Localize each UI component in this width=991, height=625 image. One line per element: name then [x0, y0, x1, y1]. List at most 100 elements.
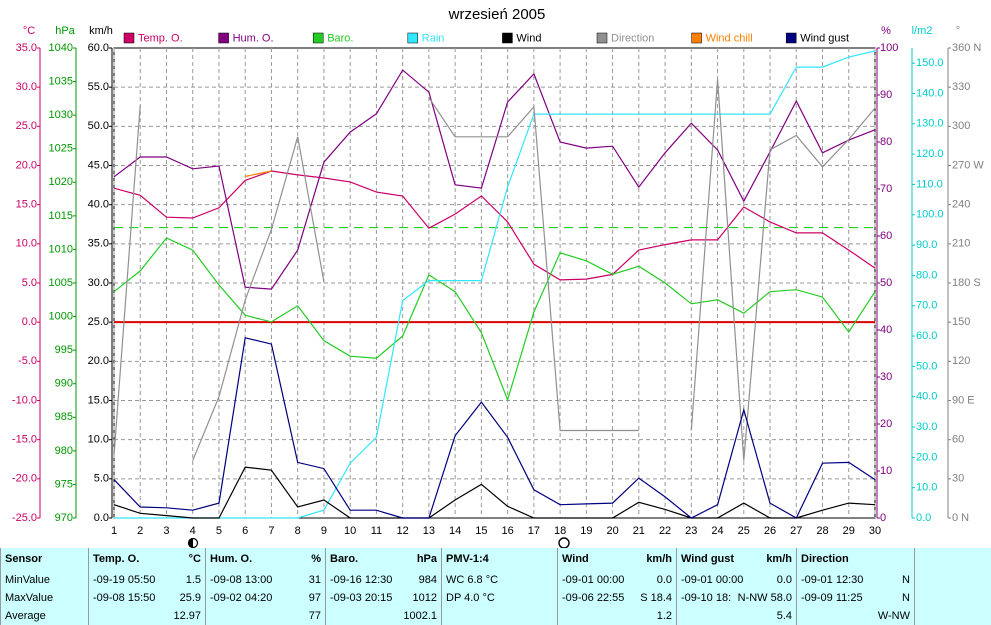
- x-tick-label: 26: [764, 525, 776, 537]
- cell-right: 25.9: [179, 591, 201, 604]
- cell-right: N: [902, 591, 910, 604]
- cell-left: -09-01 00:00: [562, 573, 625, 586]
- legend-label: Hum. O.: [233, 32, 274, 44]
- y-tick-label: 120.0: [916, 148, 944, 160]
- y-tick-label: 150.0: [916, 57, 944, 69]
- cell-left: -09-10 18:: [681, 591, 732, 604]
- table-cell: -09-16 12:30 984: [325, 570, 442, 589]
- y-tick-label: 90: [880, 89, 892, 101]
- y-tick-label: 140.0: [916, 87, 944, 99]
- cell-left: MinValue: [5, 573, 51, 586]
- cell-left: Direction: [801, 553, 849, 566]
- chart: wrzesień 2005 1 2 3 4 5 6 7 8 9 10 11 12 13 14 15 16 17 1…: [12, 6, 984, 548]
- moon-icon: [187, 537, 199, 548]
- series-line: [113, 337, 876, 519]
- y-tick-label: 1015: [49, 210, 73, 222]
- y-tick-label: 90 E: [952, 394, 975, 406]
- y-tick-label: 40.0: [916, 391, 937, 403]
- y-tick-label: 5.0: [22, 277, 37, 289]
- cell-right: 77: [308, 609, 321, 622]
- table-cell: -09-09 11:25 N: [796, 588, 915, 607]
- cell-content: -09-19 05:50 1.5: [93, 572, 201, 588]
- cell-content: 1.2: [562, 608, 672, 624]
- y-tick-label: 20: [880, 418, 892, 430]
- legend-swatch: [407, 32, 419, 44]
- series-line: [113, 79, 876, 461]
- y-tick-label: 330: [952, 81, 970, 93]
- legend-label: Wind: [516, 32, 541, 44]
- y-tick-label: 90.0: [916, 239, 937, 251]
- cell-content: -09-08 13:00 31: [210, 572, 321, 588]
- x-tick-label: 11: [371, 525, 382, 537]
- y-tick-label: 35.0: [16, 42, 37, 54]
- x-tick-label: 15: [475, 525, 487, 537]
- x-tick-label: 30: [869, 525, 881, 537]
- cell-content: -09-08 15:50 25.9: [93, 590, 201, 606]
- y-tick-label: 1040: [49, 42, 73, 54]
- y-tick-label: 10.0: [16, 238, 37, 250]
- cell-left: PMV-1:4: [446, 553, 489, 566]
- y-tick-label: 360 N: [952, 42, 981, 54]
- y-tick-label: 995: [55, 344, 73, 356]
- cell-right: 0.0: [656, 573, 672, 586]
- table-cell: WC 6.8 °C: [441, 570, 558, 589]
- cell-left: -09-16 12:30: [330, 573, 393, 586]
- table-cell: [914, 588, 991, 607]
- cell-left: Temp. O.: [93, 553, 140, 566]
- legend-label: Rain: [422, 32, 445, 44]
- moon-icon: [558, 537, 570, 548]
- y-tick-label: 130.0: [916, 118, 944, 130]
- y-tick-label: 60.0: [916, 330, 937, 342]
- y-tick-label: 100: [880, 42, 898, 54]
- cell-content: Temp. O. °C: [93, 551, 201, 567]
- y-tick-label: 1020: [49, 176, 73, 188]
- table-cell: Wind km/h: [557, 548, 677, 571]
- y-tick-label: 0: [880, 512, 886, 524]
- table-body: Sensor Temp. O. °C Hum. O.% Baro. hPa PMV-1:4 W…: [0, 548, 991, 625]
- y-tick-label: 30: [952, 473, 964, 485]
- y-tick-label: 300: [952, 120, 970, 132]
- table-cell: Temp. O. °C: [88, 548, 206, 571]
- y-tick-label: 10.0: [916, 482, 937, 494]
- y-tick-label: -25.0: [12, 512, 37, 524]
- cell-left: Baro.: [330, 553, 359, 566]
- y-tick-label: 270 W: [952, 159, 984, 171]
- y-tick-label: 0 N: [952, 512, 969, 524]
- y-tick-label: -5.0: [18, 355, 37, 367]
- table-cell: MinValue: [0, 570, 89, 589]
- x-tick-label: 23: [685, 525, 697, 537]
- x-tick-label: 8: [295, 525, 301, 537]
- cell-content: Direction: [801, 551, 910, 567]
- legend-swatch: [218, 32, 229, 44]
- table-cell: DP 4.0 °C: [441, 588, 558, 607]
- legend-swatch: [312, 32, 324, 44]
- table-cell: Hum. O.%: [205, 548, 326, 571]
- cell-content: -09-03 20:15 1012: [330, 590, 437, 606]
- y-tick-label: 240: [952, 199, 970, 211]
- cell-content: 5.4: [681, 608, 792, 624]
- y-tick-label: 50.0: [916, 360, 937, 372]
- y-tick-label: -20.0: [12, 473, 37, 485]
- cell-right: 31: [308, 573, 321, 586]
- series-line: [114, 50, 876, 519]
- table-cell: MaxValue: [0, 588, 89, 607]
- series-line: [113, 170, 876, 281]
- axis-unit: km/h: [89, 25, 113, 37]
- cell-right: 1012: [412, 591, 437, 604]
- legend-label: Baro.: [327, 32, 353, 44]
- cell-content: 1002.1: [330, 608, 437, 624]
- axis-unit: l/m2: [912, 25, 933, 37]
- legend-swatch: [785, 32, 797, 44]
- y-tick-label: 60: [952, 434, 964, 446]
- cell-content: Wind km/h: [562, 551, 672, 567]
- y-tick-label: 30.0: [16, 81, 37, 93]
- y-tick-label: 80.0: [916, 269, 937, 281]
- cell-content: Sensor: [5, 551, 84, 567]
- y-tick-label: -15.0: [12, 434, 37, 446]
- legend-swatch: [691, 32, 702, 44]
- y-tick-label: 25.0: [88, 316, 109, 328]
- table-cell: -09-08 13:00 31: [205, 570, 326, 589]
- table-row: MinValue -09-19 05:50 1.5 -09-08 13:00 31 -09…: [0, 570, 991, 589]
- y-tick-label: 70.0: [916, 300, 937, 312]
